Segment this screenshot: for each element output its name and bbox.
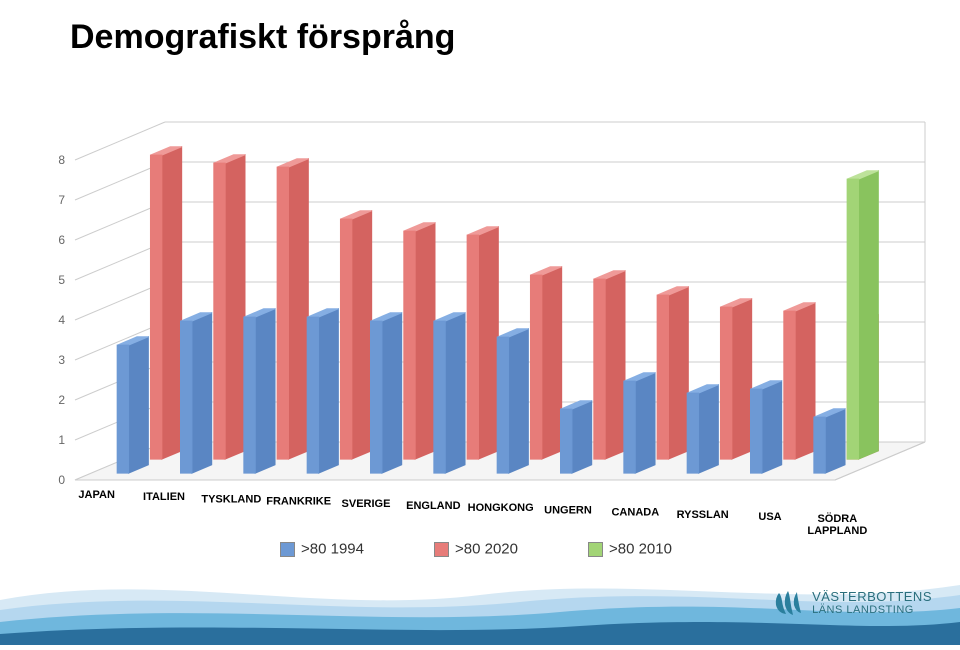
svg-text:0: 0 <box>58 473 65 487</box>
chart-title: Demografiskt försprång <box>70 18 455 57</box>
category-label: HONGKONG <box>468 502 534 514</box>
legend-item: >80 1994 <box>280 540 364 558</box>
category-label: SVERIGE <box>342 498 391 510</box>
category-label: RYSSLAN <box>677 509 729 521</box>
legend-label: >80 2020 <box>455 541 518 558</box>
svg-text:2: 2 <box>58 393 65 407</box>
category-label: FRANKRIKE <box>266 496 331 508</box>
category-label: TYSKLAND <box>201 493 261 505</box>
svg-text:5: 5 <box>58 273 65 287</box>
legend-item: >80 2010 <box>588 540 672 558</box>
legend-item: >80 2020 <box>434 540 518 558</box>
category-label: ITALIEN <box>143 491 185 503</box>
svg-text:8: 8 <box>58 153 65 167</box>
category-label: ENGLAND <box>406 500 460 512</box>
legend-label: >80 1994 <box>301 541 364 558</box>
svg-text:4: 4 <box>58 313 65 327</box>
category-label: USA <box>758 511 781 523</box>
svg-text:7: 7 <box>58 193 65 207</box>
legend-swatch <box>588 542 603 557</box>
svg-text:6: 6 <box>58 233 65 247</box>
brand-line1: VÄSTERBOTTENS <box>812 589 932 604</box>
brand-line2: LÄNS LANDSTING <box>812 604 914 616</box>
category-label: UNGERN <box>544 504 592 516</box>
category-label: JAPAN <box>78 489 115 501</box>
category-label: CANADA <box>611 507 659 519</box>
svg-text:1: 1 <box>58 433 65 447</box>
bar-chart-3d: 0 1 2 3 4 5 6 7 8 JAPAN ITALIEN TYSKLAND FRANKRIKE SV… <box>0 90 960 550</box>
legend-swatch <box>434 542 449 557</box>
svg-text:3: 3 <box>58 353 65 367</box>
brand-logo: VÄSTERBOTTENS LÄNS LANDSTING <box>773 590 932 616</box>
category-label: SÖDRALAPPLAND <box>807 512 867 537</box>
brand-icon <box>773 590 803 616</box>
legend-swatch <box>280 542 295 557</box>
legend-label: >80 2010 <box>609 541 672 558</box>
